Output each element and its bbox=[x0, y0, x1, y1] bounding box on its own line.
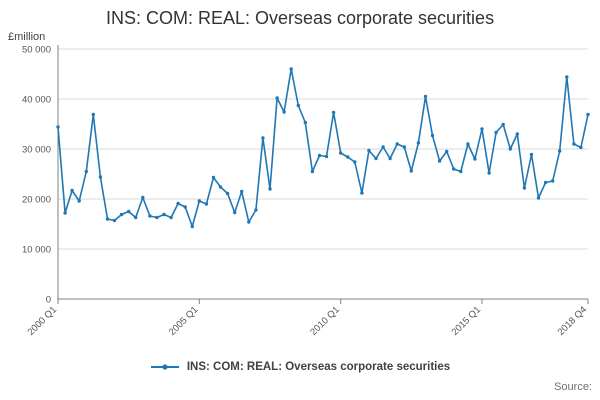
y-tick-label: 40 000 bbox=[22, 95, 51, 106]
data-point-marker[interactable] bbox=[240, 189, 244, 194]
data-point-marker[interactable] bbox=[409, 169, 413, 173]
data-point-marker[interactable] bbox=[395, 142, 399, 146]
data-point-marker[interactable] bbox=[119, 212, 124, 217]
data-point-marker[interactable] bbox=[183, 205, 187, 209]
data-point-marker[interactable] bbox=[105, 217, 110, 221]
data-point-marker[interactable] bbox=[346, 155, 350, 159]
data-point-marker[interactable] bbox=[77, 199, 81, 203]
data-point-marker[interactable] bbox=[197, 199, 201, 203]
data-point-marker[interactable] bbox=[480, 127, 484, 131]
data-point-marker[interactable] bbox=[473, 157, 477, 161]
y-tick-label: 0 bbox=[46, 295, 51, 306]
data-point-marker[interactable] bbox=[162, 212, 166, 217]
data-point-marker[interactable] bbox=[324, 154, 329, 159]
data-point-marker[interactable] bbox=[452, 167, 456, 171]
data-point-marker[interactable] bbox=[148, 214, 152, 218]
data-point-marker[interactable] bbox=[317, 153, 322, 158]
data-point-marker[interactable] bbox=[127, 209, 131, 214]
data-point-marker[interactable] bbox=[339, 151, 343, 155]
data-point-marker[interactable] bbox=[275, 96, 279, 100]
data-point-marker[interactable] bbox=[98, 175, 103, 179]
data-point-marker[interactable] bbox=[141, 195, 145, 200]
data-point-marker[interactable] bbox=[459, 169, 463, 174]
data-point-marker[interactable] bbox=[176, 201, 180, 206]
data-point-marker[interactable] bbox=[211, 175, 216, 180]
data-point-marker[interactable] bbox=[360, 191, 364, 195]
data-point-marker[interactable] bbox=[190, 224, 194, 229]
data-point-marker[interactable] bbox=[437, 159, 442, 163]
y-axis-unit-label: £million bbox=[8, 31, 46, 43]
legend-label: INS: COM: REAL: Overseas corporate secur… bbox=[186, 361, 451, 373]
data-point-marker[interactable] bbox=[487, 171, 491, 175]
data-point-marker[interactable] bbox=[536, 196, 541, 200]
data-point-marker[interactable] bbox=[225, 191, 230, 196]
data-point-marker[interactable] bbox=[169, 215, 173, 220]
data-point-marker[interactable] bbox=[91, 112, 96, 117]
data-point-marker[interactable] bbox=[289, 67, 293, 71]
data-point-marker[interactable] bbox=[551, 179, 555, 183]
chart-title: INS: COM: REAL: Overseas corporate secur… bbox=[105, 8, 495, 28]
source-label: Source: bbox=[554, 381, 592, 393]
data-point-marker[interactable] bbox=[233, 210, 237, 215]
data-point-marker[interactable] bbox=[261, 136, 265, 140]
data-point-marker[interactable] bbox=[247, 220, 251, 224]
data-point-marker[interactable] bbox=[310, 169, 315, 174]
data-point-marker[interactable] bbox=[70, 188, 74, 193]
data-point-marker[interactable] bbox=[254, 208, 258, 212]
data-point-marker[interactable] bbox=[501, 122, 505, 127]
data-point-marker[interactable] bbox=[204, 202, 209, 206]
data-point-marker[interactable] bbox=[508, 147, 512, 151]
y-tick-label: 30 000 bbox=[22, 145, 51, 156]
data-point-marker[interactable] bbox=[331, 110, 336, 115]
x-tick-label: 2000 Q1 bbox=[26, 304, 60, 338]
data-point-marker[interactable] bbox=[134, 215, 138, 220]
data-point-marker[interactable] bbox=[84, 169, 89, 174]
data-point-marker[interactable] bbox=[543, 180, 548, 185]
x-tick-label: 2010 Q1 bbox=[308, 304, 342, 338]
data-point-marker[interactable] bbox=[515, 132, 519, 136]
data-point-marker[interactable] bbox=[268, 187, 272, 191]
legend-line-marker-icon bbox=[150, 364, 179, 370]
y-tick-label: 10 000 bbox=[22, 245, 51, 256]
data-point-marker[interactable] bbox=[303, 120, 307, 125]
data-point-marker[interactable] bbox=[586, 112, 590, 117]
chart-plot-area: 0 10 000 20 000 30 000 40 000 50 000 2000 Q1 20… bbox=[22, 45, 590, 338]
data-point-marker[interactable] bbox=[402, 145, 406, 149]
legend-item[interactable]: INS: COM: REAL: Overseas corporate secur… bbox=[0, 361, 600, 373]
data-point-marker[interactable] bbox=[494, 130, 498, 135]
y-tick-label: 50 000 bbox=[22, 45, 51, 56]
data-point-marker[interactable] bbox=[56, 125, 60, 129]
data-point-marker[interactable] bbox=[445, 149, 449, 154]
data-point-marker[interactable] bbox=[579, 145, 583, 150]
x-tick-label: 2018 Q4 bbox=[556, 304, 590, 338]
data-point-marker[interactable] bbox=[466, 142, 470, 146]
data-point-marker[interactable] bbox=[423, 94, 428, 99]
data-point-marker[interactable] bbox=[430, 133, 435, 138]
data-point-marker[interactable] bbox=[572, 142, 576, 146]
series-line[interactable] bbox=[57, 68, 589, 228]
data-point-marker[interactable] bbox=[63, 211, 67, 215]
data-point-marker[interactable] bbox=[282, 110, 286, 114]
y-tick-label: 20 000 bbox=[22, 195, 51, 206]
data-point-marker[interactable] bbox=[353, 160, 357, 164]
data-point-marker[interactable] bbox=[296, 103, 300, 108]
data-point-marker[interactable] bbox=[558, 149, 562, 153]
data-point-marker[interactable] bbox=[374, 156, 378, 161]
data-point-marker[interactable] bbox=[367, 148, 371, 153]
x-tick-label: 2005 Q1 bbox=[167, 304, 201, 338]
data-point-marker[interactable] bbox=[381, 145, 385, 149]
data-point-marker[interactable] bbox=[416, 141, 421, 145]
data-point-marker[interactable] bbox=[155, 215, 159, 220]
x-tick-label: 2015 Q1 bbox=[450, 304, 484, 338]
data-point-marker[interactable] bbox=[218, 185, 223, 189]
data-point-marker[interactable] bbox=[388, 156, 392, 161]
data-point-marker[interactable] bbox=[112, 218, 117, 223]
data-point-marker[interactable] bbox=[565, 75, 569, 79]
data-point-marker[interactable] bbox=[529, 152, 534, 157]
data-point-marker[interactable] bbox=[522, 186, 527, 190]
